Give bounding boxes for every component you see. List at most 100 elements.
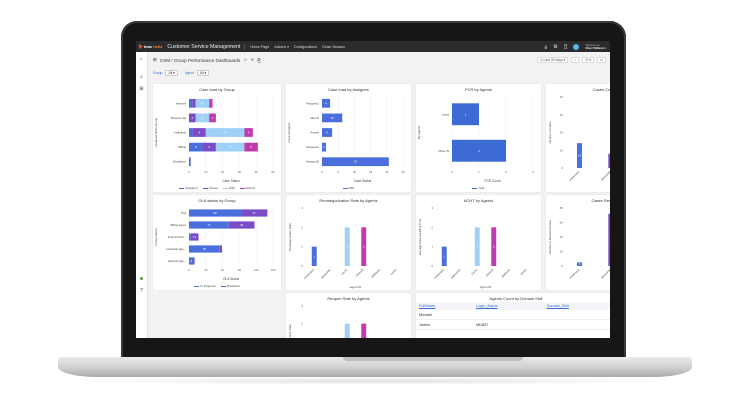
- refresh-button[interactable]: ⟳ ▾: [582, 57, 594, 63]
- x-category-label: rsmith: [519, 268, 528, 277]
- chart-svg[interactable]: 01020304014chewmack8jbenavide18LauraNumb…: [546, 93, 610, 192]
- agent-filter-select[interactable]: All ▾: [196, 70, 210, 76]
- legend-label: Closed: [208, 186, 218, 190]
- panel-cases-created: Cases Created01020304014chewmack8jbenavi…: [546, 84, 610, 192]
- bar-segment: [192, 98, 196, 108]
- bar-segment: [189, 98, 193, 108]
- bar: [441, 246, 447, 266]
- legend-item[interactable]: Breached: [220, 284, 240, 288]
- y-tick-label: 10: [560, 148, 564, 152]
- help-icon[interactable]: ?: [140, 288, 143, 294]
- legend-item[interactable]: Solved: [239, 186, 255, 190]
- star-icon[interactable]: ☆: [243, 57, 248, 62]
- nav-close-session[interactable]: Close Session: [322, 44, 346, 49]
- table-row[interactable]: Michael: [416, 310, 610, 320]
- legend-swatch: [239, 187, 245, 189]
- legend-item[interactable]: In Progress: [194, 284, 216, 288]
- x-axis-title: Case Status: [354, 179, 372, 183]
- bar-value-label: 5: [579, 262, 581, 266]
- cell: Michael: [416, 310, 474, 320]
- more-button[interactable]: ▭: [596, 57, 606, 63]
- copy-icon[interactable]: ⎘: [257, 57, 261, 63]
- x-category-label: OliverW: [485, 268, 495, 278]
- legend-label: Solved: [245, 186, 255, 190]
- dashboard-icon[interactable]: ⊞: [139, 86, 144, 92]
- chart-svg[interactable]: 0 1 2 3 1 chewmack jbenavide 2 Laura 2 OliverW Jwil…: [286, 204, 411, 290]
- home-icon[interactable]: ⌂: [139, 56, 144, 62]
- legend-item[interactable]: Assigned: [179, 186, 198, 190]
- y-tick-label: 0: [301, 264, 303, 268]
- bell-icon[interactable]: ⍙: [544, 43, 548, 50]
- search-icon[interactable]: ⌕: [140, 74, 143, 80]
- x-tick-label: 0: [451, 170, 453, 174]
- legend-item[interactable]: Year: [472, 186, 485, 190]
- bar-value-label: 14: [578, 154, 581, 158]
- nav-home-page[interactable]: Home Page: [250, 44, 270, 49]
- apps-grid-icon[interactable]: ⣿: [563, 43, 568, 50]
- chart-title: FCR by Agents: [465, 87, 492, 92]
- bar-value-label: 2: [323, 145, 325, 149]
- top-header: bmc helix Customer Service Management Hom…: [136, 41, 610, 52]
- y-tick-label: 3: [431, 206, 433, 210]
- chart-svg[interactable]: 0204060805chewmack72jbenavide32LauraNumb…: [546, 204, 610, 290]
- chart-svg[interactable]: 0 1 2 3 1 chewmack jbenavide 2 Laura 2 OliverW Jwil…: [416, 204, 541, 290]
- agent-icon[interactable]: ☻: [138, 276, 145, 282]
- legend-item[interactable]: WIP: [222, 186, 235, 190]
- left-rail: ⌂ ⌕ ⊞ ☻ ?: [136, 52, 148, 338]
- chart-svg[interactable]: 0 8 16 24 32 40 Assignee1 4 Allen B 10 Amelia 5 Assi…: [286, 93, 411, 185]
- search-button[interactable]: ⌕: [571, 57, 580, 63]
- nav-configurations[interactable]: Configurations: [293, 44, 318, 49]
- x-category-label: Laura: [340, 268, 348, 276]
- bar-segment: [228, 221, 255, 229]
- bar-value-label: 2: [347, 245, 349, 249]
- chart-svg[interactable]: 0 30 60 90 120 150 Null 93 47 Billing Agent 71 46 Fi…: [153, 204, 281, 283]
- share-icon[interactable]: ≺: [250, 57, 255, 62]
- panel-fcr-by-agents: FCR by Agents 0 1 2 3 Laura 1 Oliver W 2 FCR Coun…: [416, 84, 541, 192]
- col-fullname[interactable]: FullName: [416, 302, 474, 310]
- user-menu[interactable]: Signed in as Oliver Williams ▾: [585, 44, 606, 50]
- x-category-label: jbenavide: [599, 170, 610, 182]
- nav-actions[interactable]: Actions ▾: [274, 44, 289, 49]
- time-range-select[interactable]: ◷ Last 30 days ▾: [536, 57, 569, 63]
- y-axis-title: Reopen Rate: [288, 324, 292, 338]
- panel-case-load-by-assignee: Case load by Assignee 0 8 16 24 32 40 Assignee1…: [286, 84, 411, 192]
- bar-value-label: 4: [192, 116, 194, 120]
- bar-segment: [192, 128, 206, 137]
- group-filter-select[interactable]: All ▾: [165, 70, 178, 76]
- bar-value-label: 4: [212, 116, 214, 120]
- x-category-label: OliverW: [355, 268, 365, 278]
- x-tick-label: 40: [255, 170, 259, 174]
- col-login-name[interactable]: Login_Name: [473, 302, 544, 310]
- bar-segment: [195, 113, 210, 123]
- user-name: Oliver Williams ▾: [585, 46, 606, 50]
- bar-segment: [219, 245, 223, 253]
- y-category-label: Helpdesk: [174, 131, 186, 135]
- y-tick-label: 2: [431, 225, 433, 229]
- panel-acht-by-agents: ACHT by Agents 0 1 2 3 1 chewmack jbenavide 2 Lau…: [416, 195, 541, 290]
- bar-value-label: 46: [240, 223, 244, 227]
- legend-item[interactable]: Closed: [202, 186, 218, 190]
- bar-value-label: 8: [195, 145, 197, 149]
- x-category-label: jbenavide: [599, 268, 610, 280]
- bar-segment: [189, 157, 191, 167]
- chart-title: Case load by Group: [199, 87, 235, 92]
- bar-segment: [322, 128, 333, 137]
- chart-svg[interactable]: 0123chewmackjbenavide2Laura2OliverWJwill…: [286, 302, 411, 338]
- gear-icon[interactable]: ⚙: [553, 43, 558, 50]
- panel-recategorization-rate: Recategorization Rate by Agents 0 1 2 3 1 chew…: [286, 195, 411, 290]
- x-tick-label: 16: [353, 170, 357, 174]
- x-axis-title: Agent ID: [480, 285, 493, 289]
- y-tick-label: 0: [561, 264, 563, 268]
- breadcrumb: ⊞ CSM / Group Performance Dashboards ☆ ≺ ⎘: [153, 57, 261, 63]
- table-row[interactable]: James MD857: [416, 319, 610, 330]
- legend-item[interactable]: WIP: [342, 186, 354, 190]
- x-tick-label: 90: [238, 268, 242, 272]
- col-domain-skill[interactable]: Domain_Skill: [543, 302, 610, 310]
- bar: [576, 143, 582, 168]
- chart-svg[interactable]: 0 10 20 30 40 50 Network 8 Browser Sel 4 8 4 Helpdes…: [153, 93, 281, 185]
- avatar[interactable]: [573, 43, 580, 50]
- screen: bmc helix Customer Service Management Hom…: [136, 41, 610, 338]
- bmc-helix-logo[interactable]: bmc helix: [139, 44, 162, 49]
- bar-value-label: 8: [202, 101, 204, 105]
- chart-svg[interactable]: 0 1 2 3 Laura 1 Oliver W 2 FCR Count By Agents: [416, 93, 541, 185]
